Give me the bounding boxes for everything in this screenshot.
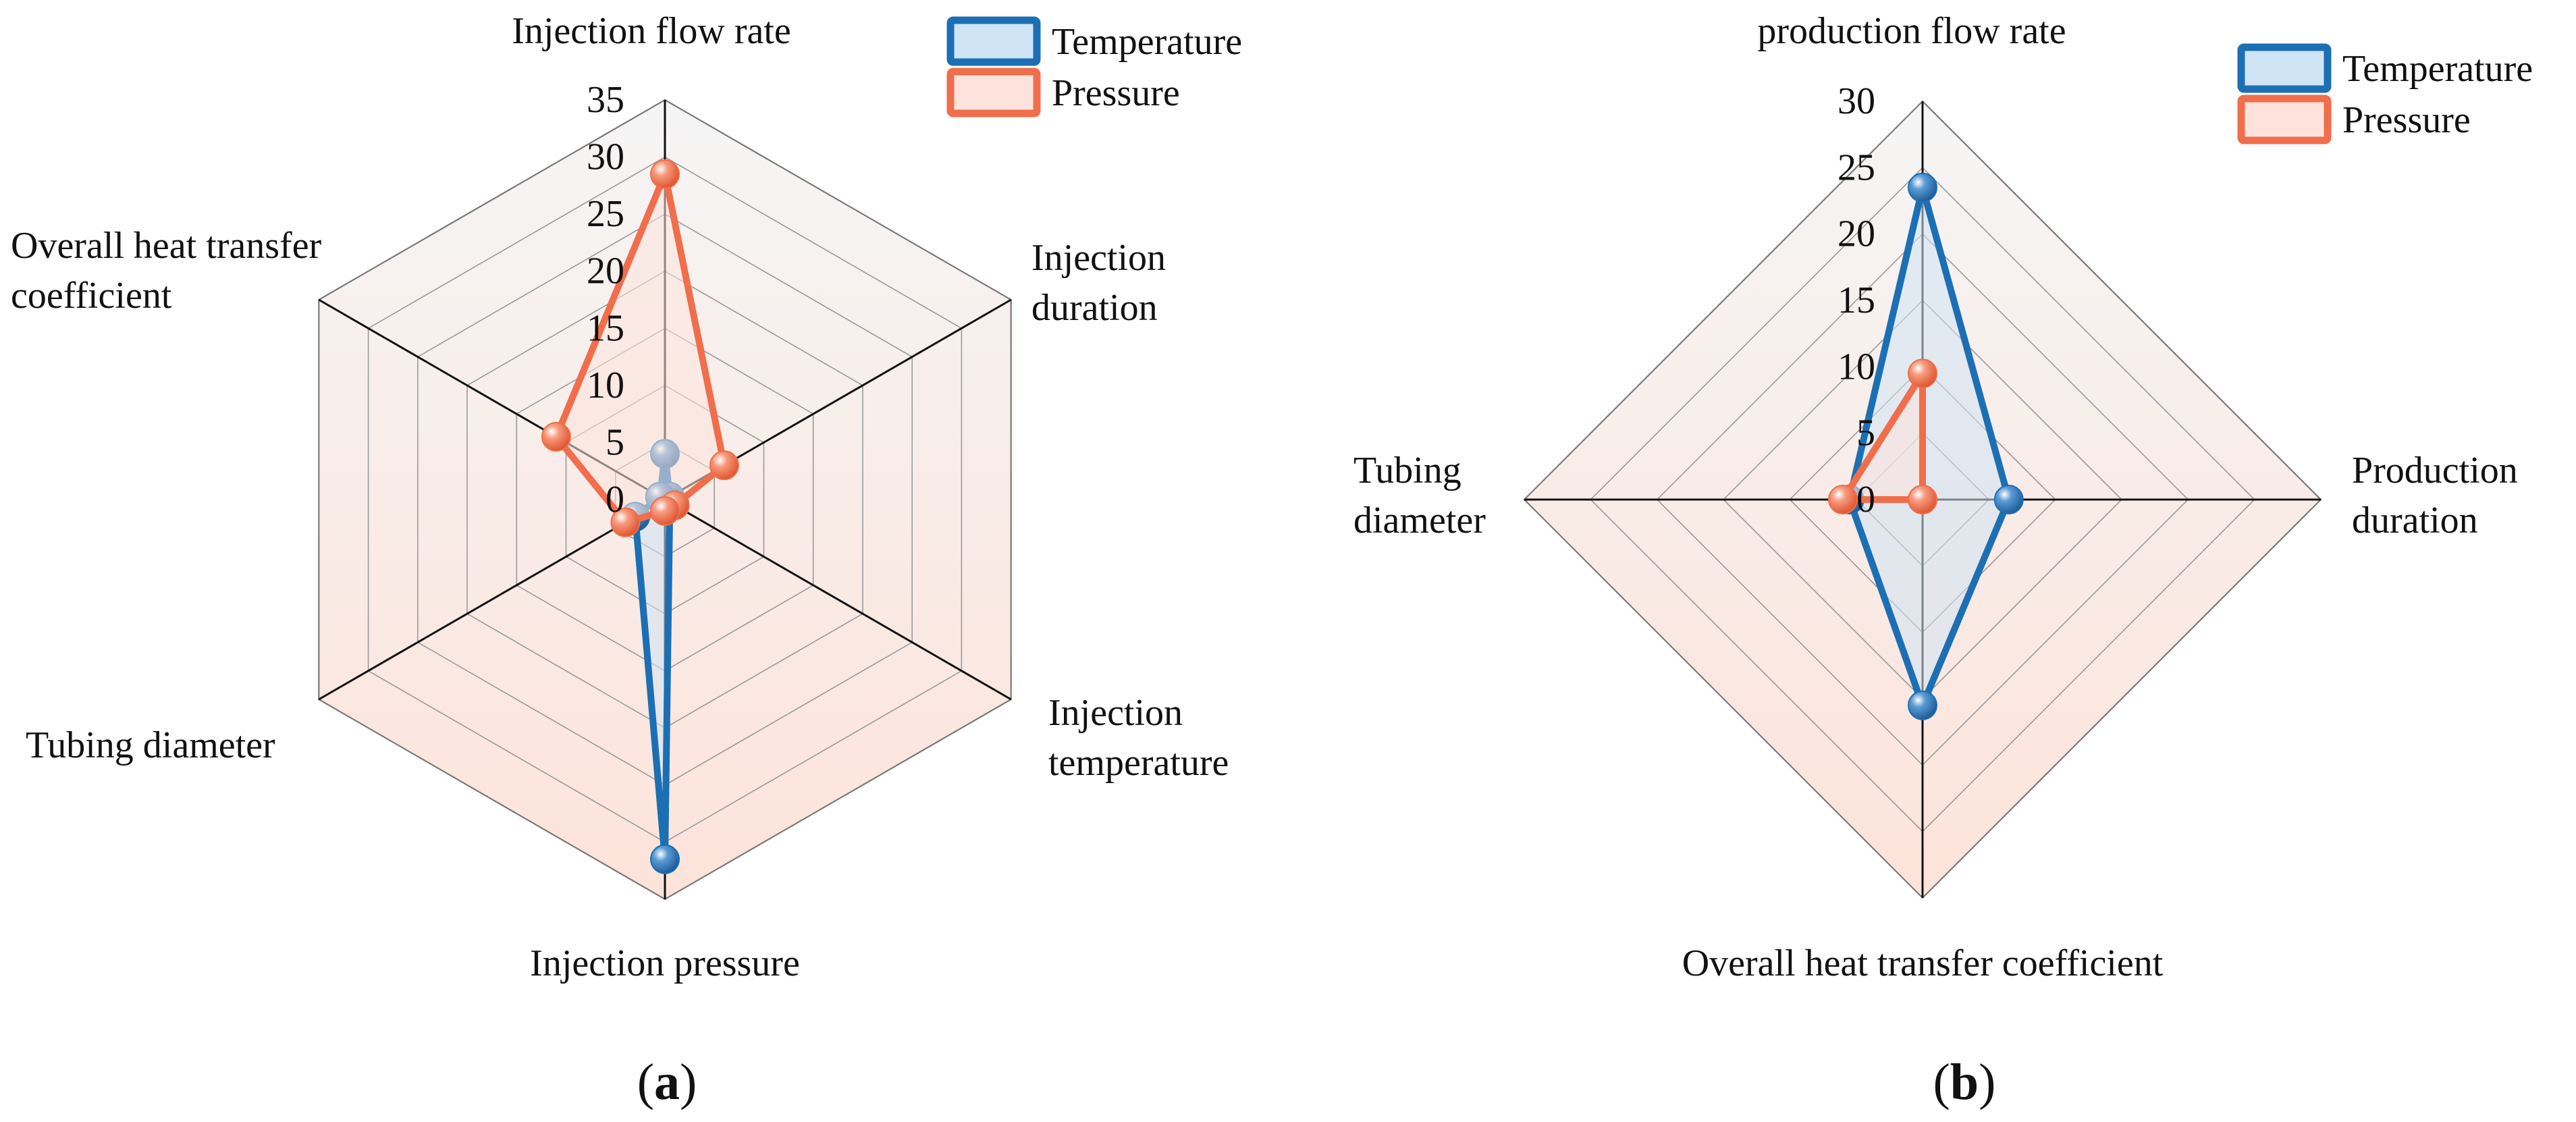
legend-b: Temperature Pressure [2237,43,2533,144]
axis-label-injection-temperature: Injection temperature [1048,692,1229,784]
tick-label: 15 [587,307,624,349]
axis-label-line: Tubing [1353,450,1461,491]
panel-label-a: (a) [637,1054,697,1111]
legend-label-temperature: Temperature [2342,48,2533,90]
axis-label-line: temperature [1048,742,1229,784]
data-point-pressure-overall-heat-transfer-coefficient [1908,485,1937,514]
axis-label-overall-heat-transfer-coefficient: Overall heat transfer coefficient [11,225,322,317]
axis-label-line: Injection [1031,237,1166,279]
tick-label: 10 [587,365,624,406]
tick-label: 10 [1837,346,1875,388]
tick-label: 25 [1837,146,1875,188]
axis-label-injection-pressure: Injection pressure [530,942,800,984]
radar-spoke-tubing-diameter [318,498,666,701]
tick-label: 5 [1856,412,1875,454]
radar-axis-labels-b: production flow rate Production duration Ov… [1353,10,2518,984]
axis-label-line: Production [2352,450,2518,491]
axis-label-production-flow-rate: production flow rate [1757,10,2066,52]
axis-label-line: Injection flow rate [512,10,791,52]
axis-label-tubing-diameter: Tubing diameter [26,724,275,766]
axis-label-line: duration [1031,287,1158,329]
tick-label: 15 [1837,279,1875,321]
axis-label-line: Injection [1048,692,1183,734]
legend-swatch-pressure [946,68,1041,117]
radar-ticks-b: 0 5 10 15 20 25 30 [1837,80,1875,520]
data-point-pressure-injection-flow-rate [650,159,680,189]
data-point-pressure-tubing-diameter [1828,485,1858,514]
data-point-pressure-tubing-diameter [610,507,641,537]
data-point-pressure-overall-heat-transfer-coefficient [541,422,571,452]
tick-label: 0 [606,479,624,520]
series-area-temperature [635,454,670,859]
radar-ticks-a: 0 5 10 15 20 25 30 35 [587,79,624,520]
legend-swatch-temperature [946,16,1041,66]
data-point-pressure-injection-duration [709,450,739,481]
legend-swatch-pressure [2237,95,2332,144]
axis-label-injection-flow-rate: Injection flow rate [512,10,791,52]
axis-label-line: Overall heat transfer [11,225,322,267]
series-line-pressure [1840,370,1926,503]
panel-paren-open: ( [1933,1054,1950,1111]
panel-paren-close: ) [680,1054,697,1111]
series-area-temperature [1849,187,2009,705]
radar-series-a [541,159,739,874]
axis-label-injection-duration: Injection duration [1031,237,1166,329]
tick-label: 30 [587,136,624,178]
axis-label-line: production flow rate [1757,10,2066,52]
radar-series-b [1828,172,2024,720]
tick-label: 25 [587,193,624,235]
radar-chart-a: 0 5 10 15 20 25 30 35 Injection flow rate Inject… [11,10,1242,1111]
panel-letter: a [654,1054,680,1111]
data-point-temperature-production-duration [1993,485,2024,514]
axis-label-tubing-diameter: Tubing diameter [1353,450,1486,541]
axis-label-line: Overall heat transfer coefficient [1682,942,2164,984]
legend-label-pressure: Pressure [2342,99,2471,141]
tick-label: 20 [1837,213,1875,255]
axis-label-overall-heat-transfer-coefficient: Overall heat transfer coefficient [1682,942,2164,984]
legend-label-temperature: Temperature [1052,21,1242,63]
legend-a: Temperature Pressure [946,16,1242,117]
radar-spoke-injection-temperature [664,498,1012,701]
data-point-temperature-overall-heat-transfer-coefficient [1908,690,1937,720]
data-point-pressure-injection-pressure [650,496,680,526]
data-point-temperature-injection-pressure [650,844,680,874]
axis-label-line: Tubing diameter [26,724,275,766]
axis-label-production-duration: Production duration [2352,450,2518,541]
legend-swatch-temperature [2237,43,2332,93]
axis-label-line: coefficient [11,275,172,317]
radar-chart-b: 0 5 10 15 20 25 30 production flow rate Product… [1353,10,2533,1111]
panel-label-b: (b) [1933,1054,1996,1111]
legend-label-pressure: Pressure [1052,72,1180,114]
panel-paren-open: ( [637,1054,654,1111]
tick-label: 5 [606,421,624,463]
axis-label-line: diameter [1353,500,1486,541]
data-point-temperature-production-flow-rate [1908,172,1937,203]
data-point-pressure-production-flow-rate [1908,358,1937,389]
tick-label: 0 [1856,479,1875,520]
tick-label: 30 [1837,80,1875,122]
axis-label-line: duration [2352,500,2478,541]
tick-label: 35 [587,79,624,121]
panel-paren-close: ) [1979,1054,1995,1111]
axis-label-line: Injection pressure [530,942,800,984]
tick-label: 20 [587,250,624,292]
panel-letter: b [1950,1054,1979,1111]
